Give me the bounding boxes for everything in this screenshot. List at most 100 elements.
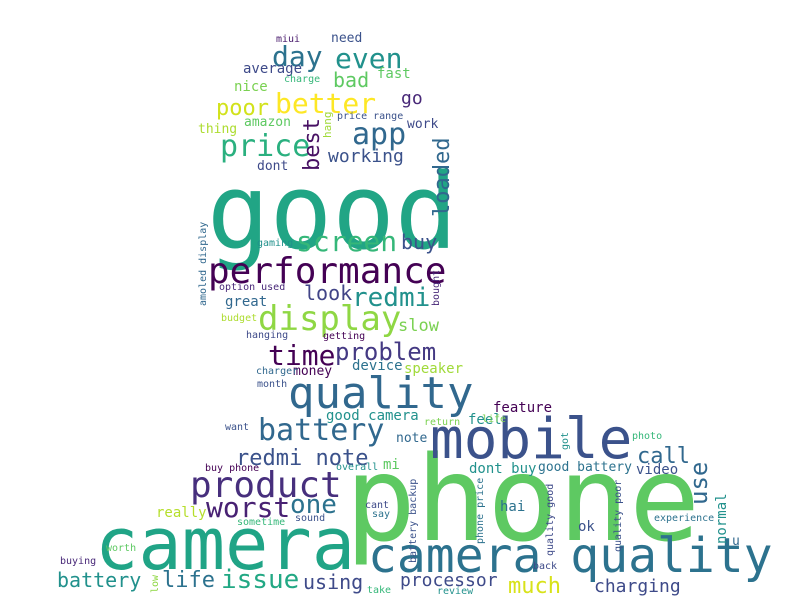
word-bought: bought: [431, 269, 442, 306]
word-gaming: gaming: [257, 238, 294, 249]
word-amoled-display: amoled display: [198, 221, 209, 306]
word-worth: worth: [106, 543, 137, 554]
word-option-used: option used: [219, 282, 286, 293]
word-want: want: [225, 422, 250, 433]
word-really: really: [156, 505, 207, 521]
word-fast: fast: [377, 66, 411, 82]
word-good: good: [207, 151, 458, 273]
word-redmi-note: redmi note: [236, 446, 369, 471]
word-time: time: [268, 339, 336, 372]
word-experience: experience: [654, 513, 715, 524]
word-u: u: [732, 534, 740, 549]
word-note: note: [396, 431, 428, 446]
word-charging: charging: [594, 576, 681, 597]
word-working: working: [328, 146, 404, 167]
word-use: use: [685, 461, 713, 506]
word-slow: slow: [398, 316, 439, 336]
word-good-battery: good battery: [538, 460, 632, 475]
word-much: much: [508, 574, 561, 599]
word-issue: issue: [221, 565, 300, 595]
word-redmi: redmi: [352, 283, 431, 313]
word-product: product: [190, 465, 342, 506]
word-worst: worst: [206, 491, 291, 524]
word-need: need: [331, 31, 363, 46]
word-life: life: [162, 568, 215, 593]
word-good-camera: good camera: [326, 408, 419, 424]
word-camera: camera: [95, 502, 356, 586]
word-battery-backup: battery backup: [408, 478, 419, 563]
word-quality-poor: quality poor: [613, 479, 624, 552]
word-hai: hai: [500, 499, 526, 515]
word-nice: nice: [234, 79, 268, 95]
word-say: say: [372, 509, 391, 520]
word-dont-buy: dont buy: [469, 461, 537, 477]
word-miui: miui: [276, 34, 301, 45]
word-buy-phone: buy phone: [205, 463, 260, 474]
word-back: back: [533, 561, 558, 572]
word-phone: phone: [345, 430, 701, 568]
word-camera-quality: camera quality: [368, 528, 773, 584]
word-average: average: [243, 61, 303, 77]
word-overall: overall: [336, 462, 379, 473]
word-price: price: [220, 129, 311, 164]
word-photo: photo: [632, 431, 663, 442]
word-quality: quality: [288, 368, 474, 419]
word-dont: dont: [257, 159, 289, 174]
word-phone-price: phone price: [475, 477, 486, 544]
word-poor: poor: [216, 96, 269, 121]
word-go: go: [401, 88, 423, 109]
word-review: review: [437, 586, 474, 597]
word-one: one: [290, 490, 337, 520]
word-sometime: sometime: [237, 517, 286, 528]
word-price-range: price range: [337, 111, 404, 122]
word-display: display: [258, 299, 402, 339]
word-battery: battery: [258, 413, 385, 448]
word-feel: feel: [468, 412, 502, 428]
word-problem: problem: [335, 338, 437, 366]
word-return: return: [424, 417, 461, 428]
word-video: video: [636, 462, 679, 478]
word-take: take: [367, 585, 392, 596]
word-mobile: mobile: [430, 407, 633, 472]
word-month: month: [257, 379, 288, 390]
word-processor: processor: [400, 570, 498, 591]
word-app: app: [352, 117, 407, 152]
word-buy: buy: [401, 230, 438, 254]
word-hanging: hanging: [246, 330, 289, 341]
word-call: call: [637, 444, 690, 469]
word-quality-good: quality good: [545, 483, 556, 556]
word-battery: battery: [57, 568, 142, 592]
word-day: day: [272, 40, 323, 73]
word-great: great: [225, 294, 268, 310]
word-work: work: [407, 117, 439, 132]
word-budget: budget: [221, 313, 258, 324]
word-charge: charge: [284, 74, 321, 85]
word-low: low: [150, 574, 161, 593]
word-mi: mi: [383, 457, 400, 473]
word-sound: sound: [295, 513, 326, 524]
word-speaker: speaker: [404, 361, 464, 377]
word-amazon: amazon: [244, 115, 291, 130]
word-performance: performance: [208, 251, 447, 292]
word-normal: normal: [714, 493, 730, 545]
word-money: money: [293, 364, 333, 379]
word-bad: bad: [333, 68, 370, 92]
word-using: using: [303, 570, 364, 594]
word-device: device: [352, 358, 403, 374]
word-hang: hang: [321, 111, 334, 139]
word-got: got: [560, 431, 571, 450]
word-even: even: [335, 42, 403, 75]
word-loaded: loaded: [430, 137, 455, 218]
word-feature: feature: [493, 400, 553, 416]
word-look: look: [304, 281, 353, 305]
word-getting: getting: [323, 331, 366, 342]
word-life: life: [482, 414, 507, 425]
word-thing: thing: [198, 122, 238, 137]
word-screen: screen: [296, 225, 398, 258]
word-buying: buying: [60, 556, 97, 567]
word-better: better: [275, 87, 377, 120]
word-charger: charger: [256, 366, 299, 377]
word-cant: cant: [365, 500, 390, 511]
word-ok: ok: [578, 519, 595, 535]
